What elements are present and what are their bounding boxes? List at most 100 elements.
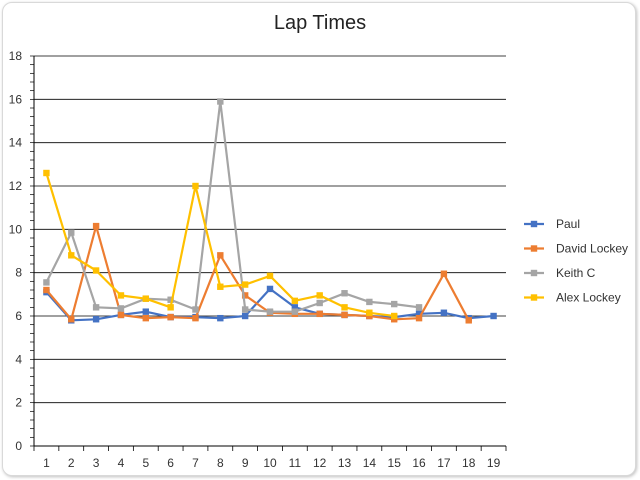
data-point: [415, 314, 423, 322]
series-lines: [43, 98, 497, 324]
x-tick-label: 15: [388, 456, 402, 470]
y-tick-label: 2: [15, 396, 22, 410]
data-point: [43, 169, 50, 177]
x-tick-label: 6: [167, 456, 174, 470]
data-point: [167, 296, 174, 303]
data-point: [217, 252, 224, 259]
series-line: [45, 225, 470, 321]
x-tick-label: 13: [338, 456, 352, 470]
data-point: [241, 312, 249, 320]
data-point: [117, 311, 125, 319]
legend: Paul David Lockey Keith C Alex Lockey: [524, 217, 628, 305]
data-point: [92, 222, 100, 230]
x-tick-label: 8: [217, 456, 224, 470]
data-point: [366, 298, 373, 306]
y-tick-label: 16: [9, 92, 23, 106]
legend-item: Keith C: [524, 266, 596, 280]
data-point: [341, 290, 348, 297]
data-point: [192, 306, 199, 313]
legend-label: David Lockey: [556, 242, 628, 256]
data-point: [341, 304, 348, 311]
x-tick-label: 10: [263, 456, 277, 470]
data-point: [291, 304, 299, 311]
legend-item: David Lockey: [524, 242, 628, 256]
x-tick-label: 18: [462, 456, 476, 470]
x-tick-label: 1: [43, 456, 50, 470]
legend-marker: [530, 220, 538, 228]
y-tick-label: 12: [9, 179, 23, 193]
data-point: [92, 304, 100, 311]
data-point: [142, 308, 149, 315]
x-tick-label: 14: [363, 456, 377, 470]
legend-item: Alex Lockey: [524, 291, 621, 305]
data-point: [291, 297, 299, 305]
y-tick-label: 0: [15, 439, 22, 453]
data-point: [391, 300, 398, 308]
y-tick-label: 8: [15, 266, 22, 280]
series-keith-c: [43, 98, 423, 315]
data-point: [266, 272, 274, 280]
legend-marker: [530, 294, 538, 301]
data-point: [490, 312, 497, 320]
data-point: [92, 267, 100, 274]
x-tick-label: 3: [93, 456, 100, 470]
data-point: [440, 270, 448, 277]
series-alex-lockey: [43, 169, 398, 320]
series-paul: [43, 285, 497, 324]
data-point: [167, 313, 174, 321]
data-point: [341, 311, 348, 319]
data-point: [415, 304, 423, 311]
x-tick-label: 7: [192, 456, 199, 470]
x-tick-label: 5: [142, 456, 149, 470]
x-tick-label: 12: [313, 456, 327, 470]
data-point: [117, 305, 125, 312]
data-point: [391, 316, 398, 323]
data-point: [465, 317, 472, 324]
y-tick-label: 4: [15, 352, 22, 366]
data-point: [217, 98, 224, 105]
y-tick-label: 10: [9, 222, 23, 236]
x-tick-label: 17: [437, 456, 451, 470]
gridlines: [34, 55, 506, 404]
legend-label: Keith C: [556, 266, 596, 280]
data-point: [266, 285, 274, 293]
data-point: [192, 182, 199, 190]
y-tick-label: 14: [9, 136, 23, 150]
data-point: [241, 281, 249, 288]
x-tick-label: 19: [487, 456, 501, 470]
data-point: [217, 314, 224, 322]
data-point: [92, 316, 100, 323]
data-point: [117, 292, 125, 299]
data-point: [142, 314, 149, 322]
data-point: [217, 283, 224, 290]
data-point: [241, 306, 249, 313]
data-point: [316, 299, 323, 307]
data-point: [68, 229, 75, 236]
data-point: [266, 308, 274, 315]
data-point: [142, 295, 149, 302]
data-point: [316, 310, 323, 318]
x-tick-label: 2: [68, 456, 75, 470]
x-tick-label: 16: [412, 456, 426, 470]
legend-label: Alex Lockey: [556, 291, 621, 305]
data-point: [366, 312, 373, 320]
x-tick-label: 9: [242, 456, 249, 470]
data-point: [43, 286, 50, 294]
y-tick-label: 6: [15, 309, 22, 323]
series-line: [45, 100, 420, 313]
data-point: [68, 252, 75, 259]
data-point: [415, 310, 423, 318]
data-point: [391, 312, 398, 320]
x-tick-label: 11: [289, 456, 302, 470]
data-point: [316, 292, 323, 299]
data-point: [192, 314, 199, 322]
data-point: [68, 316, 75, 323]
data-point: [241, 292, 249, 299]
x-tick-label: 4: [118, 456, 125, 470]
data-point: [291, 308, 299, 315]
data-point: [43, 279, 50, 286]
y-tick-label: 18: [9, 49, 23, 63]
data-point: [366, 309, 373, 316]
